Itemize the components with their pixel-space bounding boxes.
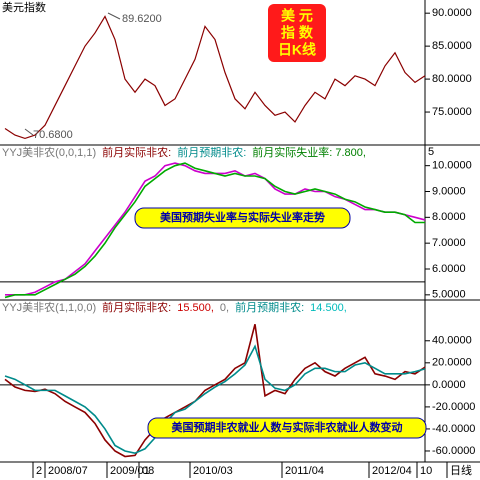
series-line (4, 15, 426, 140)
header-item: YYJ美非农(0,0,1,1) (2, 145, 96, 159)
y-tick-label: 40.0000 (432, 335, 472, 347)
header-item: 前月预期非农: (177, 145, 246, 159)
x-tick-label: 10 (420, 465, 432, 477)
y-tick-label: 6.0000 (432, 263, 466, 275)
y-tick-label: 10.0000 (432, 160, 472, 172)
x-tick-label: 2010/03 (193, 465, 233, 477)
series-line (4, 344, 426, 455)
y-tick-label: -40.0000 (432, 423, 475, 435)
badge-text: 日K线 (278, 42, 316, 58)
annotation: 70.6800 (33, 129, 73, 141)
y-tick-label: -60.0000 (432, 445, 475, 457)
annotation-pointer (107, 12, 121, 20)
x-tick-label: 2008/07 (48, 465, 88, 477)
y-tick-label: 85.0000 (432, 40, 472, 52)
badge-box (268, 4, 326, 62)
x-tick-label: 08 (142, 465, 154, 477)
label-box (147, 417, 427, 439)
series-line (4, 162, 425, 299)
header-item: 15.500, (177, 302, 214, 314)
x-tick-label: 2009/01 (110, 465, 150, 477)
y-tick-label: 5.0000 (432, 289, 466, 301)
header-item: 前月预期非农: (235, 300, 304, 314)
label-box-text: 美国预期失业率与实际失业率走势 (160, 210, 325, 224)
y-tick-label: 0.0000 (432, 379, 466, 391)
series-line (4, 324, 426, 458)
x-tick-label: 2012/04 (372, 465, 412, 477)
y-tick-label: -20.0000 (432, 401, 475, 413)
badge-text: 指 数 (281, 25, 314, 41)
label-box-text: 美国预期非农就业人数与实际非农就业人数变动 (172, 420, 403, 434)
y-tick-label: 7.0000 (432, 237, 466, 249)
x-tick-label: 2 (36, 465, 42, 477)
x-tick-label: 2011/04 (285, 465, 324, 477)
corner-label: 5 (428, 146, 434, 158)
annotation: 89.6200 (122, 13, 162, 25)
x-tick-label: 日线 (450, 463, 472, 477)
y-tick-label: 20.0000 (432, 357, 472, 369)
header-item: 前月实际非农: (102, 145, 171, 159)
header-item: 前月实际失业率: 7.800, (252, 145, 366, 159)
y-tick-label: 8.0000 (432, 211, 466, 223)
panel-header: YYJ美非农(0,0,1,1) 前月实际非农: 前月预期非农: 前月实际失业率: 7.… (2, 145, 366, 159)
header-item: 0, (220, 302, 229, 314)
y-tick-label: 75.0000 (432, 106, 472, 118)
header-item: 14.500, (310, 302, 347, 314)
annotation-pointer (24, 128, 34, 136)
y-tick-label: 80.0000 (432, 73, 472, 85)
chart-title: 美元指数 (2, 0, 46, 14)
panel-header: YYJ美非农(1,1,0,0) 前月实际非农: 15.500, 0, 前月预期非农: 14… (2, 300, 347, 314)
label-box (134, 207, 351, 229)
y-tick-label: 90.0000 (432, 7, 472, 19)
header-item: 前月实际非农: (102, 300, 171, 314)
y-tick-label: 9.0000 (432, 185, 466, 197)
header-item: YYJ美非农(1,1,0,0) (2, 300, 96, 314)
badge-text: 美 元 (281, 8, 313, 24)
